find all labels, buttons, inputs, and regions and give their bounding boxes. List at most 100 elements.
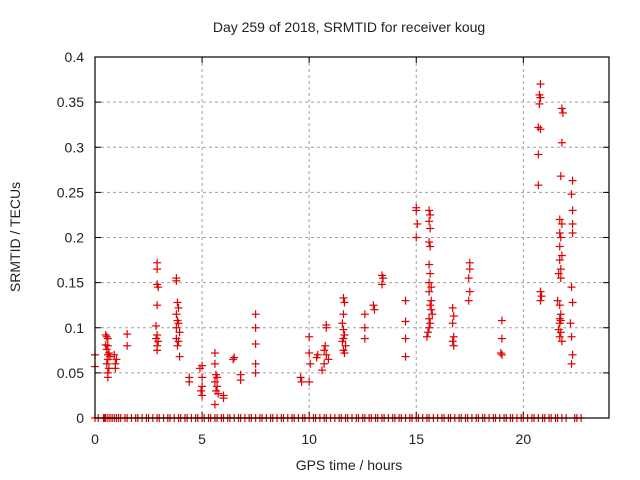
data-point [497, 350, 506, 359]
data-point [251, 310, 260, 319]
data-point [195, 364, 204, 373]
x-tick-label: 20 [516, 431, 532, 447]
data-point [535, 99, 544, 108]
data-point [536, 80, 545, 89]
data-point [197, 386, 206, 395]
data-point [448, 303, 457, 312]
data-point [174, 319, 183, 328]
y-axis-title: SRMTID / TECUs [7, 182, 23, 292]
x-axis-title: GPS time / hours [296, 457, 403, 473]
data-point [568, 350, 577, 359]
y-tick-label: 0.4 [65, 49, 85, 65]
data-point [567, 283, 576, 292]
data-point [102, 345, 111, 354]
data-point [556, 233, 565, 242]
data-point [229, 355, 238, 364]
data-point [339, 293, 348, 302]
data-point [536, 287, 545, 296]
data-point [324, 355, 333, 364]
data-point [360, 334, 369, 343]
data-point [322, 350, 331, 359]
data-point [198, 373, 207, 382]
data-point [153, 265, 162, 274]
y-tick-label: 0 [76, 410, 84, 426]
data-point [425, 206, 434, 215]
data-point [340, 298, 349, 307]
data-point [305, 349, 314, 358]
data-point [338, 337, 347, 346]
data-point [251, 323, 260, 332]
data-point [558, 108, 567, 117]
data-point [112, 355, 121, 364]
data-point [305, 332, 314, 341]
data-point [427, 283, 436, 292]
data-point [103, 334, 112, 343]
y-tick-label: 0.25 [57, 184, 84, 200]
data-point [296, 373, 305, 382]
data-point [534, 123, 543, 132]
x-axis-ticks: 0 5 10 15 20 [91, 57, 531, 447]
data-point [568, 206, 577, 215]
data-point [568, 219, 577, 228]
data-point [251, 359, 260, 368]
data-point [426, 269, 435, 278]
data-point [556, 265, 565, 274]
data-point [536, 93, 545, 102]
data-point [465, 287, 474, 296]
data-point [401, 352, 410, 361]
data-point [123, 341, 132, 350]
y-tick-label: 0.35 [57, 94, 84, 110]
data-point [497, 316, 506, 325]
data-point [425, 323, 434, 332]
data-point [379, 274, 388, 283]
data-point [174, 303, 183, 312]
data-point [449, 341, 458, 350]
y-tick-label: 0.2 [65, 230, 85, 246]
data-point [448, 319, 457, 328]
data-point [534, 181, 543, 190]
data-point [412, 206, 421, 215]
data-point [322, 323, 331, 332]
data-point [422, 332, 431, 341]
data-point [425, 314, 434, 323]
data-point [566, 319, 575, 328]
grid-lines [95, 57, 609, 418]
data-point [320, 359, 329, 368]
data-point [557, 104, 566, 113]
data-point [556, 172, 565, 181]
data-point [154, 283, 163, 292]
data-point [153, 330, 162, 339]
data-point [448, 337, 457, 346]
data-point [213, 373, 222, 382]
data-point [230, 353, 239, 362]
y-tick-label: 0.3 [65, 139, 85, 155]
data-point [173, 341, 182, 350]
data-point [103, 341, 112, 350]
data-point [320, 346, 329, 355]
data-point [103, 373, 112, 382]
data-point [413, 219, 422, 228]
data-point [426, 319, 435, 328]
data-point [425, 278, 434, 287]
data-point [425, 287, 434, 296]
data-point [210, 349, 219, 358]
data-point [321, 341, 330, 350]
data-point [556, 274, 565, 283]
data-point [426, 242, 435, 251]
data-point [557, 219, 566, 228]
data-point [568, 176, 577, 185]
data-point [556, 328, 565, 337]
x-tick-label: 0 [91, 431, 99, 447]
data-points [91, 80, 586, 422]
data-point [102, 359, 111, 368]
data-point [305, 377, 314, 386]
data-point [210, 359, 219, 368]
data-point [555, 319, 564, 328]
data-point [210, 400, 219, 409]
data-point [369, 301, 378, 310]
data-point [496, 349, 505, 358]
data-point [555, 228, 564, 237]
plot-frame [94, 56, 610, 419]
y-tick-label: 0.1 [65, 320, 85, 336]
